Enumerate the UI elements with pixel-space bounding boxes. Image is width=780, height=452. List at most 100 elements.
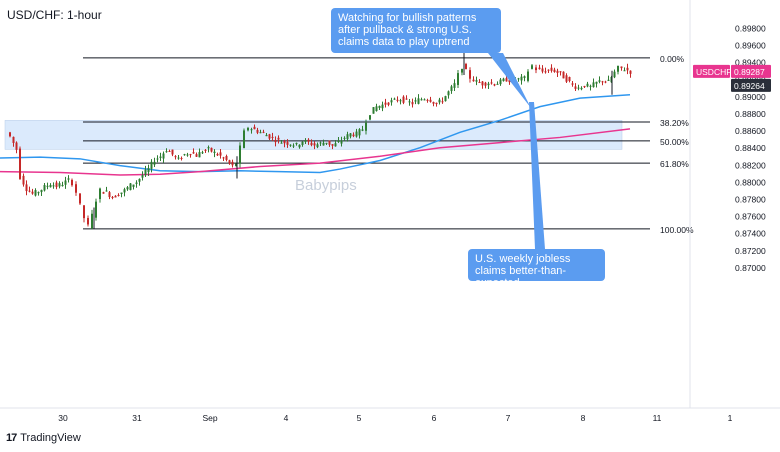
candle-body [174,156,177,158]
x-tick-label: 4 [284,413,289,423]
chart-title: USD/CHF: 1-hour [7,8,102,22]
candle-body [358,129,361,136]
candle-body [626,67,629,71]
candle-body [580,87,583,90]
candle-body [565,75,568,82]
tradingview-logo: 17 TradingView [6,432,81,444]
candle-body [58,183,61,187]
candle-body [55,182,58,188]
candle-body [268,134,271,139]
y-tick-label: 0.88000 [735,177,766,187]
candle-body [556,70,559,73]
candle-body [253,126,256,130]
candle-body [502,78,505,82]
candle-body [117,194,120,196]
callout-bottom-pointer [529,102,545,249]
x-tick-label: 1 [728,413,733,423]
candle-body [189,154,192,156]
x-tick-label: 5 [357,413,362,423]
candle-body [105,190,108,192]
candle-body [623,70,626,72]
candle-body [46,185,49,187]
ma-line [0,93,631,174]
candle-body [159,156,162,158]
candle-body [475,80,478,82]
candle-body [508,79,511,83]
candle-body [331,144,334,146]
y-tick-label: 0.89400 [735,58,766,68]
secondary-price-tag [731,78,771,92]
candle-body [198,152,201,158]
candle-body [423,99,426,101]
candle-body [523,76,526,78]
candle-body [83,205,85,219]
y-tick-label: 0.89000 [735,92,766,102]
candle-body [259,132,262,134]
candle-body [52,185,55,187]
candle-body [9,132,11,137]
candle-body [375,106,378,112]
y-tick-label: 0.89800 [735,24,766,34]
x-tick-label: 6 [432,413,437,423]
candle-body [319,142,322,144]
candle-body [574,86,577,89]
candle-body [457,73,459,85]
candle-body [25,184,28,192]
y-tick-label: 0.88600 [735,126,766,136]
candle-body [12,136,15,143]
candle-body [31,191,34,194]
candle-body [147,168,150,173]
candle-body [129,183,132,191]
candle-body [135,182,138,184]
candle-body [629,70,632,74]
candle-body [601,81,604,83]
y-axis: 0.898000.896000.894000.892000.890000.888… [689,0,766,408]
candle-body [381,104,384,109]
candle-body [280,142,283,144]
candle-body [43,185,46,191]
candle-body [517,78,520,80]
candle-body [620,66,623,69]
symbol-tag-label: USDCHF [696,67,731,77]
candle-body [586,83,589,87]
callout-pointers [488,53,545,249]
fib-label: 50.00% [660,137,689,147]
candle-body [316,144,319,148]
y-tick-label: 0.88200 [735,160,766,170]
candle-body [408,101,411,103]
candle-body [239,145,241,164]
candle-body [19,148,21,179]
candle-body [243,130,245,148]
candle-body [213,151,216,153]
candle-body [393,98,396,100]
candle-body [180,157,183,159]
candle-body [126,187,129,190]
price-labels: USDCHF 0.89287 0.89264 [693,64,771,92]
candle-body [195,154,198,157]
candle-body [216,153,219,156]
candle-body [34,190,37,196]
candle-body [604,81,607,83]
y-tick-label: 0.88800 [735,109,766,119]
candle-body [168,150,171,152]
candle-body [15,142,18,150]
candle-body [235,163,237,166]
candle-body [102,192,105,194]
fib-label: 100.00% [660,225,694,235]
candle-body [219,152,222,156]
candle-body [114,195,117,198]
fib-label: 61.80% [660,159,689,169]
candle-body [559,71,562,73]
candle-body [520,76,523,81]
candle-body [71,179,73,186]
candle-body [469,70,471,79]
x-tick-label: Sep [202,413,217,423]
candle-body [325,142,328,144]
candle-body [541,68,544,72]
candle-body [378,105,381,108]
candle-body [343,137,346,139]
candle-body [613,71,616,78]
candle-body [598,80,601,82]
candle-body [250,129,253,131]
candle-body [75,184,77,193]
